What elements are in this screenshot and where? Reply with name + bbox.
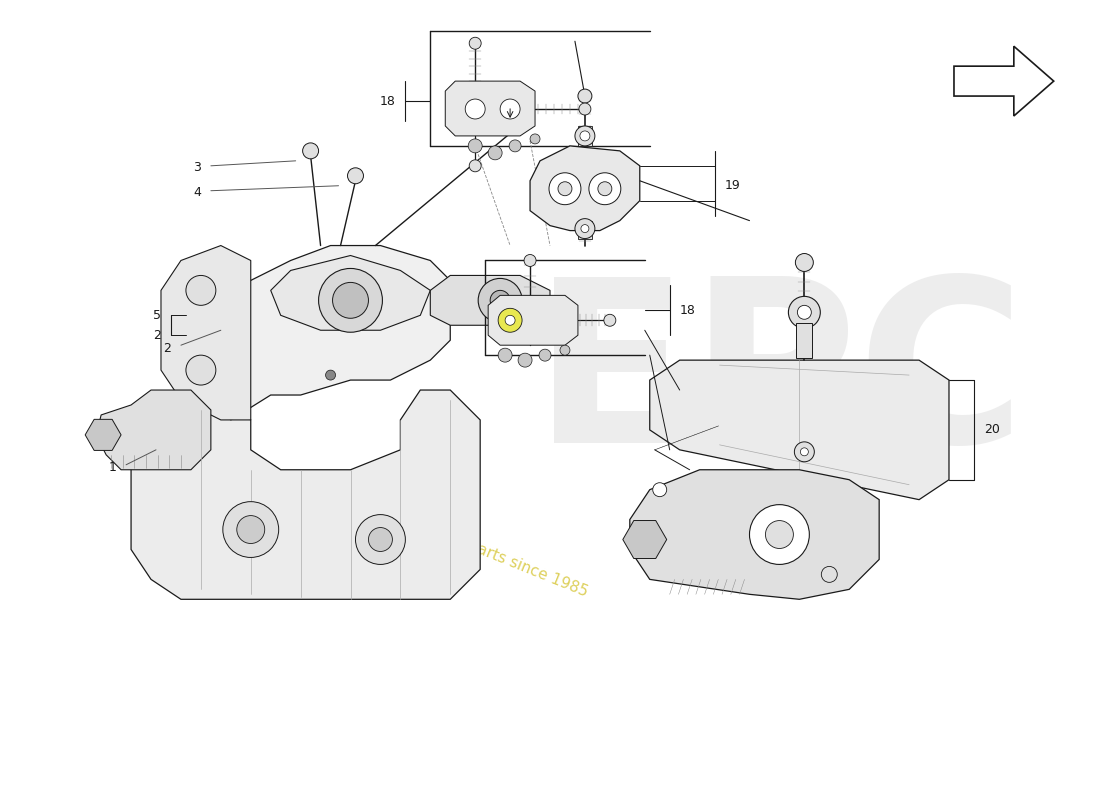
Circle shape: [560, 345, 570, 355]
Circle shape: [579, 103, 591, 115]
Circle shape: [236, 515, 265, 543]
Text: 4: 4: [192, 186, 201, 199]
Text: 1: 1: [108, 462, 117, 474]
Text: 2: 2: [163, 342, 170, 354]
Circle shape: [558, 182, 572, 196]
Polygon shape: [161, 246, 251, 420]
Circle shape: [478, 278, 522, 322]
Circle shape: [530, 134, 540, 144]
Polygon shape: [201, 246, 450, 420]
Text: EPC: EPC: [534, 269, 1025, 491]
Circle shape: [470, 38, 481, 50]
Circle shape: [575, 218, 595, 238]
Circle shape: [578, 89, 592, 103]
Circle shape: [488, 146, 502, 160]
Polygon shape: [488, 295, 578, 345]
Circle shape: [598, 182, 612, 196]
Text: 19: 19: [725, 179, 740, 192]
Text: 3: 3: [192, 162, 201, 174]
Circle shape: [355, 514, 406, 565]
Polygon shape: [650, 360, 949, 500]
Circle shape: [186, 275, 216, 306]
Circle shape: [652, 482, 667, 497]
Circle shape: [223, 502, 278, 558]
Circle shape: [822, 566, 837, 582]
Circle shape: [789, 296, 821, 328]
Polygon shape: [430, 275, 550, 326]
Circle shape: [539, 349, 551, 361]
Circle shape: [795, 254, 813, 271]
Circle shape: [465, 99, 485, 119]
Circle shape: [509, 140, 521, 152]
Circle shape: [588, 173, 620, 205]
Circle shape: [326, 370, 336, 380]
Circle shape: [332, 282, 368, 318]
Circle shape: [549, 173, 581, 205]
Bar: [578, 221, 592, 238]
Polygon shape: [623, 521, 667, 558]
Circle shape: [801, 448, 808, 456]
Circle shape: [518, 353, 532, 367]
Circle shape: [581, 225, 589, 233]
Circle shape: [498, 348, 513, 362]
Polygon shape: [446, 81, 535, 136]
Text: 20: 20: [983, 423, 1000, 436]
Circle shape: [580, 131, 590, 141]
Circle shape: [186, 355, 216, 385]
Text: 18: 18: [680, 304, 695, 317]
Circle shape: [766, 521, 793, 549]
Circle shape: [348, 168, 363, 184]
Circle shape: [524, 254, 536, 266]
Circle shape: [469, 139, 482, 153]
Circle shape: [575, 126, 595, 146]
Circle shape: [368, 527, 393, 551]
Polygon shape: [96, 390, 211, 470]
Text: a passion for parts since 1985: a passion for parts since 1985: [371, 499, 591, 600]
Circle shape: [319, 269, 383, 332]
Circle shape: [505, 315, 515, 326]
Polygon shape: [530, 146, 640, 230]
Polygon shape: [271, 255, 430, 330]
Polygon shape: [954, 46, 1054, 116]
Text: 2: 2: [153, 329, 161, 342]
Circle shape: [498, 308, 522, 332]
Bar: [578, 126, 592, 146]
Bar: [796, 323, 812, 358]
Text: 5: 5: [153, 309, 161, 322]
Circle shape: [794, 442, 814, 462]
Circle shape: [604, 314, 616, 326]
Polygon shape: [630, 470, 879, 599]
Circle shape: [491, 290, 510, 310]
Circle shape: [749, 505, 810, 565]
Text: 18: 18: [379, 94, 395, 107]
Circle shape: [500, 99, 520, 119]
Circle shape: [470, 160, 481, 172]
Polygon shape: [131, 390, 481, 599]
Polygon shape: [85, 419, 121, 450]
Circle shape: [798, 306, 812, 319]
Circle shape: [302, 143, 319, 159]
